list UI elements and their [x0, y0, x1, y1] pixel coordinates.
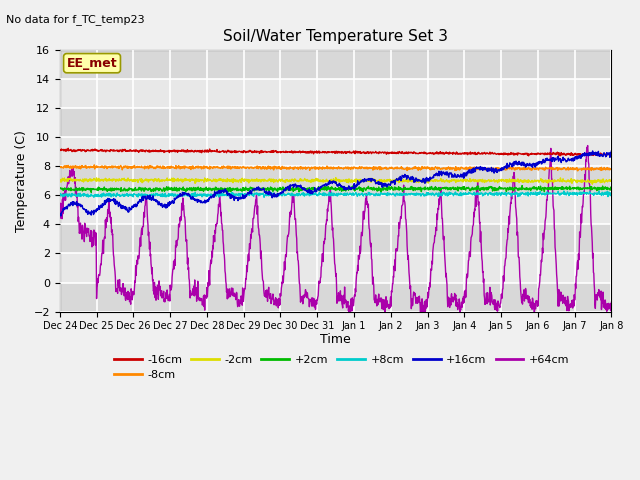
Bar: [60, 108, 611, 137]
X-axis label: Time: Time: [320, 333, 351, 346]
Bar: [60, 195, 611, 224]
Bar: [60, 283, 611, 312]
Bar: [60, 253, 611, 283]
Bar: [60, 224, 611, 253]
Bar: [60, 166, 611, 195]
Bar: [60, 79, 611, 108]
Y-axis label: Temperature (C): Temperature (C): [15, 130, 28, 232]
Text: No data for f_TC_temp23: No data for f_TC_temp23: [6, 14, 145, 25]
Legend: -16cm, -8cm, -2cm, +2cm, +8cm, +16cm, +64cm: -16cm, -8cm, -2cm, +2cm, +8cm, +16cm, +6…: [109, 350, 574, 384]
Text: EE_met: EE_met: [67, 57, 117, 70]
Bar: [60, 137, 611, 166]
Title: Soil/Water Temperature Set 3: Soil/Water Temperature Set 3: [223, 29, 448, 44]
Bar: [60, 50, 611, 79]
